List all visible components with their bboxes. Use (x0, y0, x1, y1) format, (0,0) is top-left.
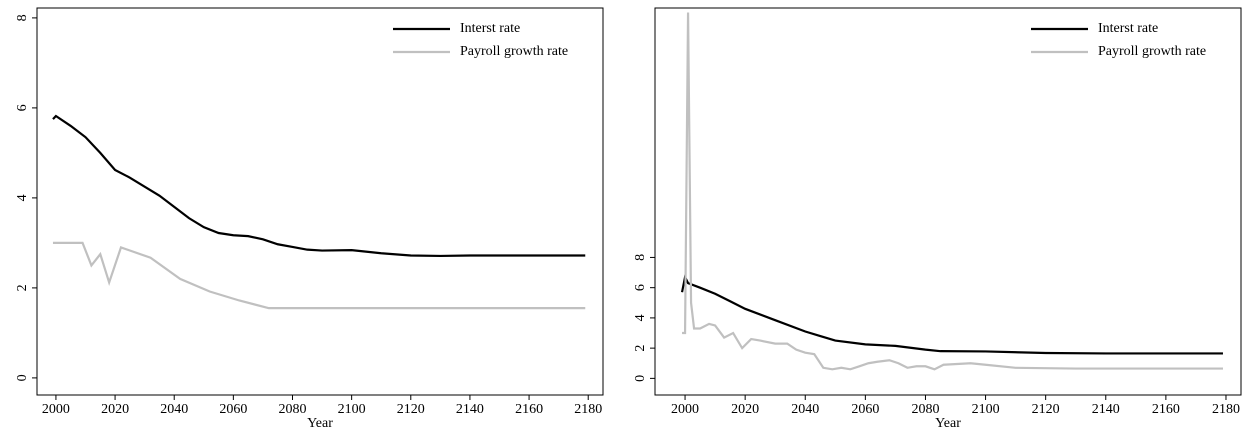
x-tick-label: 2080 (278, 402, 306, 417)
x-tick-label: 2020 (101, 402, 129, 417)
x-axis-label: Year (307, 416, 333, 431)
x-tick-label: 2160 (1152, 402, 1180, 417)
legend-label: Interst rate (460, 21, 520, 36)
x-tick-label: 2000 (42, 402, 70, 417)
x-tick-label: 2040 (160, 402, 188, 417)
line-series (682, 12, 1223, 371)
x-tick-label: 2000 (671, 402, 699, 417)
x-tick-label: 2120 (397, 402, 425, 417)
x-tick-label: 2040 (791, 402, 819, 417)
y-tick-label: 6 (15, 104, 30, 111)
plot-frame (654, 7, 1242, 396)
legend-label: Payroll growth rate (460, 44, 568, 59)
legend-label: Payroll growth rate (1098, 44, 1206, 59)
x-tick-label: 2140 (456, 402, 484, 417)
y-tick-label: 8 (15, 14, 30, 21)
x-tick-label: 2060 (219, 402, 247, 417)
y-tick-label: 4 (15, 194, 30, 201)
y-tick-label: 0 (15, 374, 30, 381)
y-tick-label: 6 (633, 284, 648, 291)
y-tick-label: 8 (633, 254, 648, 261)
x-tick-label: 2060 (851, 402, 879, 417)
line-series (52, 114, 586, 258)
legend-label: Interst rate (1098, 21, 1158, 36)
y-tick-label: 0 (633, 375, 648, 382)
plot-frame (36, 7, 604, 396)
x-tick-label: 2100 (972, 402, 1000, 417)
x-tick-label: 2140 (1092, 402, 1120, 417)
y-tick-label: 2 (633, 345, 648, 352)
line-series (52, 241, 586, 310)
x-tick-label: 2160 (515, 402, 543, 417)
x-tick-label: 2020 (731, 402, 759, 417)
x-tick-label: 2080 (911, 402, 939, 417)
line-series (680, 273, 1223, 355)
x-tick-label: 2120 (1032, 402, 1060, 417)
y-tick-label: 2 (15, 284, 30, 291)
x-tick-label: 2180 (1212, 402, 1240, 417)
y-tick-label: 4 (633, 314, 648, 321)
x-tick-label: 2180 (574, 402, 602, 417)
x-tick-label: 2100 (338, 402, 366, 417)
x-axis-label: Year (935, 416, 961, 431)
